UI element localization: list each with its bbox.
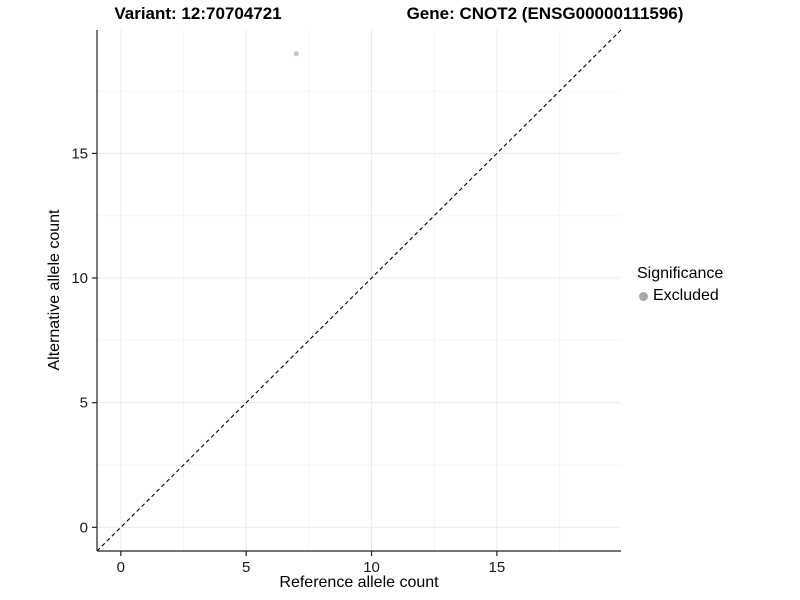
- legend-item-label: Excluded: [653, 287, 719, 304]
- legend: Significance Excluded: [637, 263, 723, 305]
- y-tick-label: 15: [71, 145, 88, 162]
- plot-title-variant: Variant: 12:70704721: [114, 4, 282, 23]
- y-tick-label: 0: [80, 519, 88, 536]
- identity-line: [96, 29, 622, 552]
- data-point: [293, 51, 299, 57]
- legend-title: Significance: [637, 265, 724, 282]
- x-axis-title: Reference allele count: [279, 574, 439, 591]
- y-axis-title: Alternative allele count: [46, 209, 63, 371]
- x-tick-label: 0: [117, 559, 125, 576]
- x-tick-label: 5: [242, 559, 250, 576]
- y-tick-label: 10: [71, 270, 88, 287]
- plot-title-gene: Gene: CNOT2 (ENSG00000111596): [406, 4, 684, 23]
- legend-point-icon: [639, 291, 648, 301]
- y-tick-label: 5: [80, 395, 88, 412]
- x-tick-label: 15: [489, 559, 506, 576]
- x-tick-label: 10: [363, 559, 380, 576]
- legend-item-excluded: Excluded: [637, 287, 723, 305]
